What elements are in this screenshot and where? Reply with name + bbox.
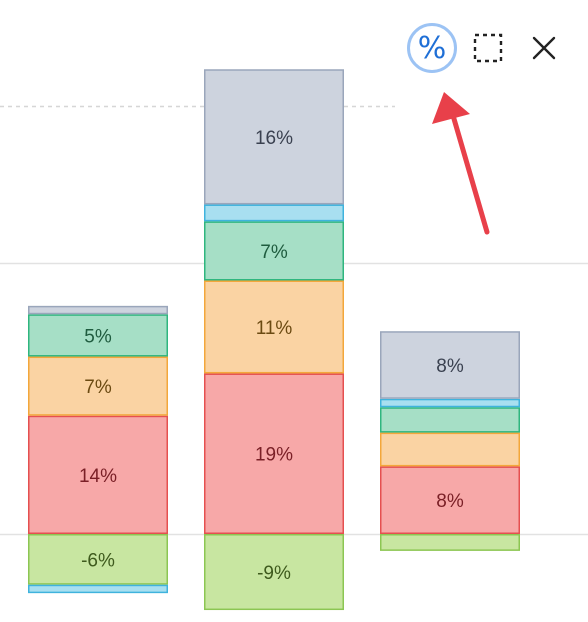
- chart-toolbar: %: [400, 20, 570, 76]
- bar-segment[interactable]: [380, 432, 520, 467]
- segment-data-label: 11%: [256, 318, 293, 339]
- bar-segment[interactable]: [204, 373, 344, 535]
- bar-2[interactable]: 19% 11% 7% 16% -9%: [204, 69, 344, 611]
- segment-data-label: 8%: [436, 356, 464, 377]
- bar-segment[interactable]: [28, 534, 168, 585]
- segment-data-label: 5%: [84, 326, 112, 347]
- segment-data-label: -6%: [81, 550, 115, 571]
- segment-data-label: 8%: [436, 491, 464, 512]
- segment-data-label: 7%: [260, 242, 288, 263]
- bar-segment[interactable]: [28, 314, 168, 357]
- bar-segment[interactable]: [28, 415, 168, 535]
- select-area-button[interactable]: [460, 20, 516, 76]
- bar-segment[interactable]: [28, 305, 168, 315]
- percent-toggle-button[interactable]: %: [404, 20, 460, 76]
- segment-data-label: 7%: [84, 377, 112, 398]
- bar-segment[interactable]: [380, 398, 520, 408]
- bar-segment[interactable]: [204, 69, 344, 205]
- bar-segment[interactable]: [380, 407, 520, 433]
- bar-segment[interactable]: [380, 331, 520, 399]
- percent-icon: %: [407, 23, 457, 73]
- bar-segment[interactable]: [204, 534, 344, 611]
- segment-data-label: -9%: [257, 563, 291, 584]
- bars-layer: 14% 7% 5% -6% 19% 11% 7% 16% -9% 8% 8%: [28, 69, 520, 611]
- close-button[interactable]: [516, 20, 572, 76]
- segment-data-label: 19%: [255, 445, 293, 466]
- segment-data-label: 16%: [255, 128, 293, 149]
- dashed-selection-icon: [473, 33, 503, 63]
- close-icon: [532, 36, 556, 60]
- bar-segment[interactable]: [204, 204, 344, 222]
- bar-segment[interactable]: [204, 221, 344, 281]
- bar-segment[interactable]: [28, 584, 168, 594]
- bar-segment[interactable]: [380, 466, 520, 534]
- bar-segment[interactable]: [28, 356, 168, 416]
- segment-data-label: 14%: [79, 466, 117, 487]
- bar-segment[interactable]: [204, 280, 344, 374]
- bar-1[interactable]: 14% 7% 5% -6%: [28, 305, 168, 594]
- bar-segment[interactable]: [380, 534, 520, 551]
- bar-3[interactable]: 8% 8%: [380, 331, 520, 551]
